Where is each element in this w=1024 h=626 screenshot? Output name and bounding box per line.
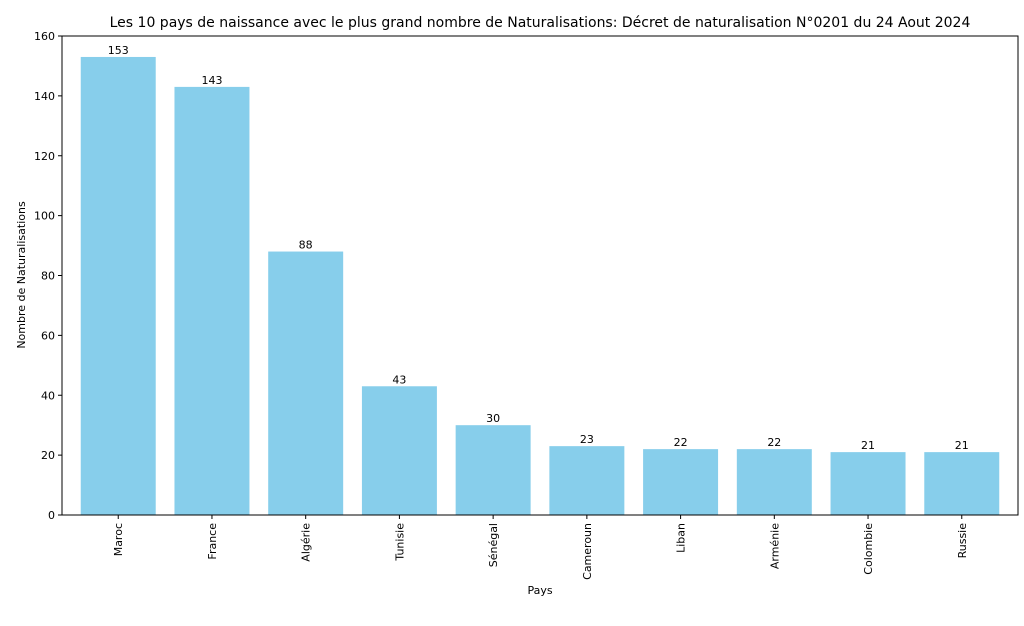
y-tick-label: 20 (41, 449, 55, 462)
bar-value-label: 153 (108, 44, 129, 57)
bar-arménie (736, 449, 812, 515)
bar-france (174, 86, 250, 516)
y-tick-label: 100 (34, 210, 55, 223)
x-tick-label: Algérie (300, 523, 313, 562)
x-tick-label: Colombie (862, 523, 875, 575)
y-tick-label: 160 (34, 30, 55, 43)
x-tick-label: Russie (956, 523, 969, 559)
bar-value-label: 23 (580, 433, 594, 446)
x-tick-label: Liban (675, 523, 688, 553)
x-tick-label: France (206, 523, 219, 560)
y-tick-label: 120 (34, 150, 55, 163)
plot-frame (61, 35, 1019, 516)
bar-value-label: 143 (201, 74, 222, 87)
bar-value-label: 22 (674, 436, 688, 449)
y-tick-label: 140 (34, 90, 55, 103)
bar-value-label: 21 (955, 439, 969, 452)
y-tick-label: 0 (48, 509, 55, 522)
bars: 153 143 88 43 30 23 22 22 21 21 (80, 44, 1000, 516)
x-tick-label: Maroc (112, 523, 125, 556)
bar-sénégal (455, 425, 531, 515)
bar-colombie (830, 452, 906, 515)
bar-russie (924, 452, 1000, 515)
bar-value-label: 43 (392, 373, 406, 386)
bar-value-label: 88 (299, 239, 313, 252)
y-tick-label: 40 (41, 389, 55, 402)
x-tick-label: Sénégal (487, 523, 500, 567)
bar-algérie (268, 251, 344, 516)
bar-maroc (80, 56, 156, 516)
y-tick-label: 60 (41, 329, 55, 342)
x-axis-ticks: Maroc France Algérie Tunisie Sénégal Cameroun… (112, 515, 969, 580)
bar-tunisie (361, 386, 437, 515)
bar-liban (643, 449, 719, 515)
bar-value-label: 30 (486, 412, 500, 425)
chart-title: Les 10 pays de naissance avec le plus gr… (110, 15, 971, 31)
bar-cameroun (549, 446, 625, 515)
bar-value-label: 22 (767, 436, 781, 449)
y-axis-ticks: 0 20 40 60 80 100 120 140 160 (34, 30, 62, 522)
x-tick-label: Arménie (768, 523, 781, 569)
y-tick-label: 80 (41, 270, 55, 283)
x-axis-label: Pays (527, 584, 552, 597)
x-tick-label: Cameroun (581, 523, 594, 580)
bar-value-label: 21 (861, 439, 875, 452)
y-axis-label: Nombre de Naturalisations (15, 201, 28, 349)
x-tick-label: Tunisie (393, 523, 406, 562)
